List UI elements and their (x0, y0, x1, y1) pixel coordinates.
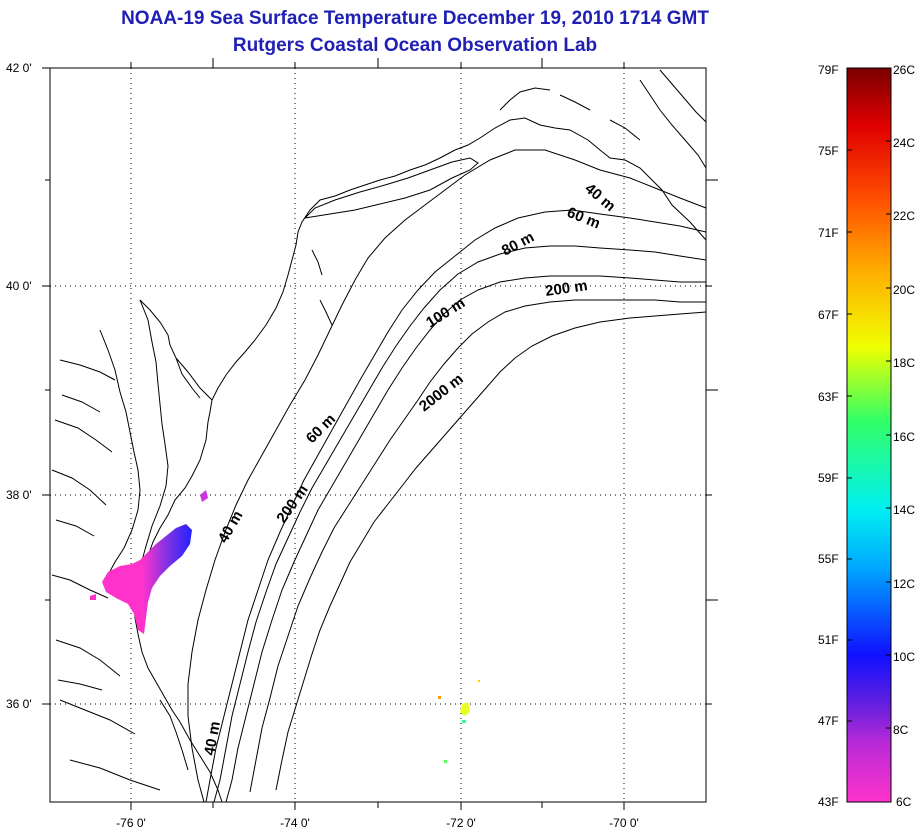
fahrenheit-label: 79F (818, 63, 839, 77)
celsius-label: 12C (893, 577, 915, 591)
fahrenheit-label: 51F (818, 633, 839, 647)
map-frame (49, 67, 707, 803)
colorbar (846, 67, 892, 803)
celsius-label: 8C (893, 723, 909, 737)
sst-speck (462, 720, 466, 723)
frame-ticks (42, 58, 718, 810)
fahrenheit-label: 71F (818, 226, 839, 240)
fahrenheit-label: 47F (818, 714, 839, 728)
celsius-label: 18C (893, 356, 915, 370)
celsius-label: 10C (893, 650, 915, 664)
sst-speck (444, 760, 447, 763)
fahrenheit-label: 55F (818, 552, 839, 566)
fahrenheit-label: 75F (818, 144, 839, 158)
map-subtitle: Rutgers Coastal Ocean Observation Lab (232, 35, 598, 56)
map-title: NOAA-19 Sea Surface Temperature December… (121, 8, 709, 29)
lon-label: -70 0' (609, 816, 639, 830)
fahrenheit-label: 67F (818, 308, 839, 322)
sst-plume-chesapeake (102, 524, 192, 634)
celsius-label: 14C (893, 503, 915, 517)
fahrenheit-label: 63F (818, 390, 839, 404)
colorbar-ticks (847, 140, 891, 729)
lon-label: -74 0' (280, 816, 310, 830)
lat-label: 42 0' (6, 61, 32, 75)
depth-label: 200 m (544, 277, 588, 300)
celsius-label: 22C (893, 209, 915, 223)
lon-label: -76 0' (116, 816, 146, 830)
celsius-label: 26C (893, 63, 915, 77)
sst-speck (478, 680, 480, 682)
celsius-label: 24C (893, 136, 915, 150)
fahrenheit-label: 43F (818, 795, 839, 809)
colorbar-celsius-labels: 26C 24C 22C 20C 18C 16C 14C 12C 10C 8C 6… (893, 63, 915, 809)
celsius-label: 6C (896, 795, 912, 809)
isobaths (187, 149, 707, 803)
sst-speck (438, 696, 441, 699)
sst-speck (200, 490, 208, 502)
sst-speck (460, 702, 470, 716)
lon-label: -72 0' (446, 816, 476, 830)
depth-label: 40 m (201, 720, 224, 757)
celsius-label: 16C (893, 430, 915, 444)
lat-label: 40 0' (6, 279, 32, 293)
lat-label: 36 0' (6, 697, 32, 711)
colorbar-fahrenheit-labels: 79F 75F 71F 67F 63F 59F 55F 51F 47F 43F (818, 63, 839, 809)
celsius-label: 20C (893, 283, 915, 297)
lat-label: 38 0' (6, 488, 32, 502)
fahrenheit-label: 59F (818, 471, 839, 485)
sst-speck (90, 594, 96, 600)
